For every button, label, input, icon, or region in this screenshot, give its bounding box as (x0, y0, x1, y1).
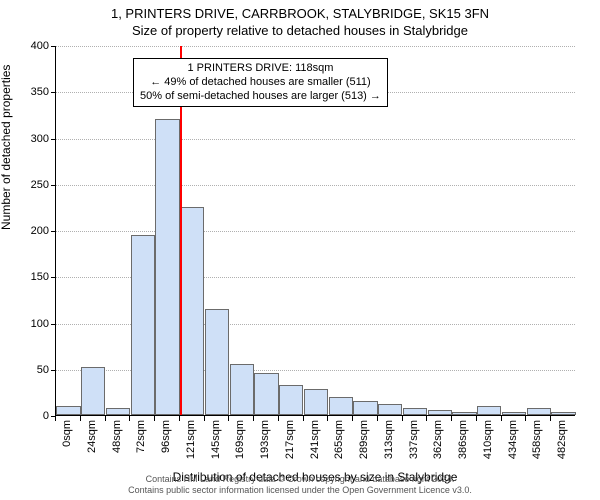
y-tick-label: 350 (31, 86, 49, 98)
histogram-bar (527, 408, 551, 415)
annotation-line: ← 49% of detached houses are smaller (51… (140, 76, 381, 90)
x-tick-mark (501, 416, 502, 421)
histogram-bar (353, 401, 377, 415)
x-tick-mark (179, 416, 180, 421)
x-tick-label: 458sqm (531, 420, 543, 468)
x-tick-mark (352, 416, 353, 421)
x-tick-mark (278, 416, 279, 421)
x-tick-mark (327, 416, 328, 421)
y-tick-mark (51, 92, 56, 93)
x-tick-mark (525, 416, 526, 421)
y-tick-mark (51, 231, 56, 232)
y-tick-label: 50 (37, 364, 49, 376)
title-block: 1, PRINTERS DRIVE, CARRBROOK, STALYBRIDG… (0, 0, 600, 40)
histogram-bar (452, 412, 476, 415)
x-tick-label: 482sqm (556, 420, 568, 468)
x-tick-label: 410sqm (482, 420, 494, 468)
x-tick-mark (451, 416, 452, 421)
histogram-bar (56, 406, 80, 415)
grid-line (56, 185, 575, 186)
chart-area: Distribution of detached houses by size … (55, 46, 575, 416)
histogram-bar (230, 364, 254, 415)
x-tick-label: 96sqm (160, 420, 172, 468)
x-tick-label: 145sqm (210, 420, 222, 468)
y-tick-label: 300 (31, 133, 49, 145)
y-tick-mark (51, 277, 56, 278)
grid-line (56, 46, 575, 47)
x-tick-label: 121sqm (185, 420, 197, 468)
x-tick-mark (476, 416, 477, 421)
y-tick-mark (51, 185, 56, 186)
x-tick-label: 241sqm (309, 420, 321, 468)
y-tick-label: 100 (31, 318, 49, 330)
x-tick-label: 169sqm (234, 420, 246, 468)
histogram-bar (180, 207, 204, 415)
x-tick-mark (129, 416, 130, 421)
annotation-line: 50% of semi-detached houses are larger (… (140, 90, 381, 104)
footer: Contains HM Land Registry data © Crown c… (0, 474, 600, 496)
histogram-bar (254, 373, 278, 415)
x-tick-label: 48sqm (111, 420, 123, 468)
y-tick-mark (51, 139, 56, 140)
x-tick-label: 362sqm (432, 420, 444, 468)
histogram-bar (279, 385, 303, 415)
histogram-bar (131, 235, 155, 415)
histogram-bar (378, 404, 402, 415)
y-tick-mark (51, 324, 56, 325)
histogram-bar (502, 412, 526, 415)
x-tick-mark (253, 416, 254, 421)
x-tick-mark (377, 416, 378, 421)
title-address: 1, PRINTERS DRIVE, CARRBROOK, STALYBRIDG… (0, 6, 600, 23)
annotation-box: 1 PRINTERS DRIVE: 118sqm← 49% of detache… (133, 58, 388, 107)
y-tick-mark (51, 370, 56, 371)
footer-line2: Contains public sector information licen… (0, 485, 600, 496)
histogram-bar (106, 408, 130, 415)
x-tick-mark (303, 416, 304, 421)
x-tick-mark (426, 416, 427, 421)
x-tick-mark (228, 416, 229, 421)
y-tick-label: 150 (31, 271, 49, 283)
x-tick-label: 313sqm (383, 420, 395, 468)
histogram-bar (403, 408, 427, 415)
x-tick-label: 217sqm (284, 420, 296, 468)
x-tick-label: 289sqm (358, 420, 370, 468)
x-tick-label: 386sqm (457, 420, 469, 468)
y-tick-label: 200 (31, 225, 49, 237)
histogram-bar (329, 397, 353, 416)
x-tick-label: 72sqm (135, 420, 147, 468)
footer-line1: Contains HM Land Registry data © Crown c… (0, 474, 600, 485)
title-subtitle: Size of property relative to detached ho… (0, 23, 600, 40)
x-tick-mark (105, 416, 106, 421)
histogram-bar (428, 410, 452, 415)
x-tick-mark (204, 416, 205, 421)
histogram-bar (155, 119, 179, 415)
x-tick-mark (80, 416, 81, 421)
x-tick-mark (55, 416, 56, 421)
annotation-line: 1 PRINTERS DRIVE: 118sqm (140, 62, 381, 76)
grid-line (56, 231, 575, 232)
y-tick-label: 250 (31, 179, 49, 191)
histogram-bar (304, 389, 328, 415)
histogram-bar (205, 309, 229, 415)
y-tick-mark (51, 46, 56, 47)
y-axis-label: Number of detached properties (0, 65, 13, 230)
x-tick-mark (550, 416, 551, 421)
x-tick-mark (402, 416, 403, 421)
y-tick-label: 400 (31, 40, 49, 52)
x-tick-label: 434sqm (507, 420, 519, 468)
histogram-bar (81, 367, 105, 415)
x-tick-label: 265sqm (333, 420, 345, 468)
x-tick-label: 337sqm (408, 420, 420, 468)
x-tick-label: 0sqm (61, 420, 73, 468)
y-tick-label: 0 (43, 410, 49, 422)
histogram-bar (477, 406, 501, 415)
x-tick-label: 193sqm (259, 420, 271, 468)
x-tick-label: 24sqm (86, 420, 98, 468)
grid-line (56, 139, 575, 140)
histogram-bar (551, 412, 575, 415)
x-tick-mark (154, 416, 155, 421)
